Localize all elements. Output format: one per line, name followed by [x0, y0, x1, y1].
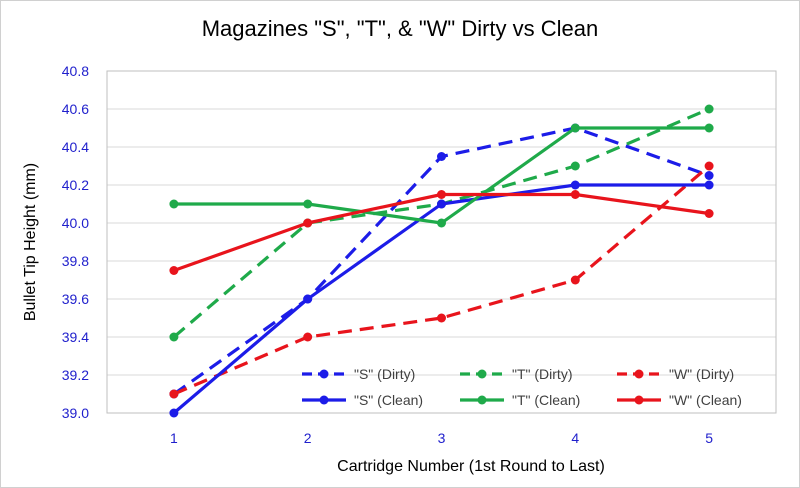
legend-item: "T" (Clean) — [460, 392, 580, 408]
y-tick-label: 40.2 — [62, 177, 89, 193]
data-point — [437, 218, 446, 228]
data-point — [570, 275, 580, 285]
legend-swatch-marker — [477, 369, 487, 379]
data-point — [704, 161, 714, 171]
data-point — [169, 408, 179, 418]
data-point — [570, 190, 580, 199]
legend-item: "T" (Dirty) — [460, 366, 572, 382]
y-tick-label: 40.8 — [62, 63, 89, 79]
data-point — [169, 199, 179, 209]
legend-swatch-marker — [477, 395, 487, 405]
data-point — [437, 190, 446, 199]
data-point — [570, 161, 580, 171]
data-point — [303, 332, 313, 342]
plot-border — [106, 70, 777, 414]
data-point — [169, 332, 179, 342]
data-point — [437, 199, 446, 209]
data-point — [169, 266, 179, 275]
data-point — [570, 180, 580, 190]
legend-label: "W" (Dirty) — [669, 366, 734, 382]
series-5 — [169, 190, 714, 275]
series-lines — [169, 104, 714, 418]
y-tick-label: 40.4 — [62, 139, 89, 155]
legend-label: "T" (Dirty) — [512, 366, 572, 382]
legend-item: "S" (Dirty) — [302, 366, 415, 382]
x-tick-labels: 1 2 3 4 5 — [170, 430, 713, 446]
chart-title: Magazines "S", "T", & "W" Dirty vs Clean — [201, 16, 599, 41]
data-point — [704, 209, 714, 218]
legend-item: "W" (Clean) — [617, 392, 742, 408]
x-tick-label: 5 — [705, 430, 713, 446]
data-point — [303, 199, 313, 209]
y-tick-labels: 39.0 39.2 39.4 39.6 39.8 40.0 40.2 40.4 40.6 40.8 — [62, 63, 89, 421]
series-2 — [169, 161, 714, 399]
x-tick-label: 3 — [438, 430, 446, 446]
y-tick-label: 39.6 — [62, 291, 89, 307]
legend-swatch-marker — [634, 369, 644, 379]
series-line — [173, 164, 711, 396]
data-point — [704, 180, 714, 190]
legend-label: "W" (Clean) — [669, 392, 742, 408]
x-tick-label: 2 — [304, 430, 312, 446]
legend-label: "S" (Dirty) — [354, 366, 415, 382]
x-tick-label: 1 — [170, 430, 178, 446]
y-tick-label: 39.4 — [62, 329, 89, 345]
x-axis-label: Cartridge Number (1st Round to Last) — [337, 458, 605, 475]
data-point — [704, 123, 714, 133]
legend: "S" (Dirty) "T" (Dirty) "W" (Dirty) "S" (Cl… — [302, 366, 742, 408]
series-3 — [169, 180, 714, 418]
x-tick-label: 4 — [571, 430, 579, 446]
y-tick-label: 39.0 — [62, 405, 89, 421]
series-4 — [169, 123, 714, 228]
data-point — [169, 389, 179, 399]
data-point — [437, 152, 446, 161]
y-tick-label: 40.0 — [62, 215, 89, 231]
legend-swatch-marker — [319, 369, 329, 379]
legend-swatch-marker — [634, 395, 644, 405]
y-tick-label: 39.8 — [62, 253, 89, 269]
data-point — [570, 123, 580, 133]
legend-label: "S" (Clean) — [354, 392, 423, 408]
data-point — [704, 104, 714, 114]
legend-swatch-marker — [319, 395, 329, 405]
y-tick-label: 39.2 — [62, 367, 89, 383]
data-point — [303, 294, 313, 304]
legend-label: "T" (Clean) — [512, 392, 580, 408]
data-point — [303, 218, 313, 228]
data-point — [437, 313, 446, 323]
y-tick-label: 40.6 — [62, 101, 89, 117]
legend-item: "S" (Clean) — [302, 392, 423, 408]
data-point — [704, 171, 714, 180]
legend-item: "W" (Dirty) — [617, 366, 734, 382]
